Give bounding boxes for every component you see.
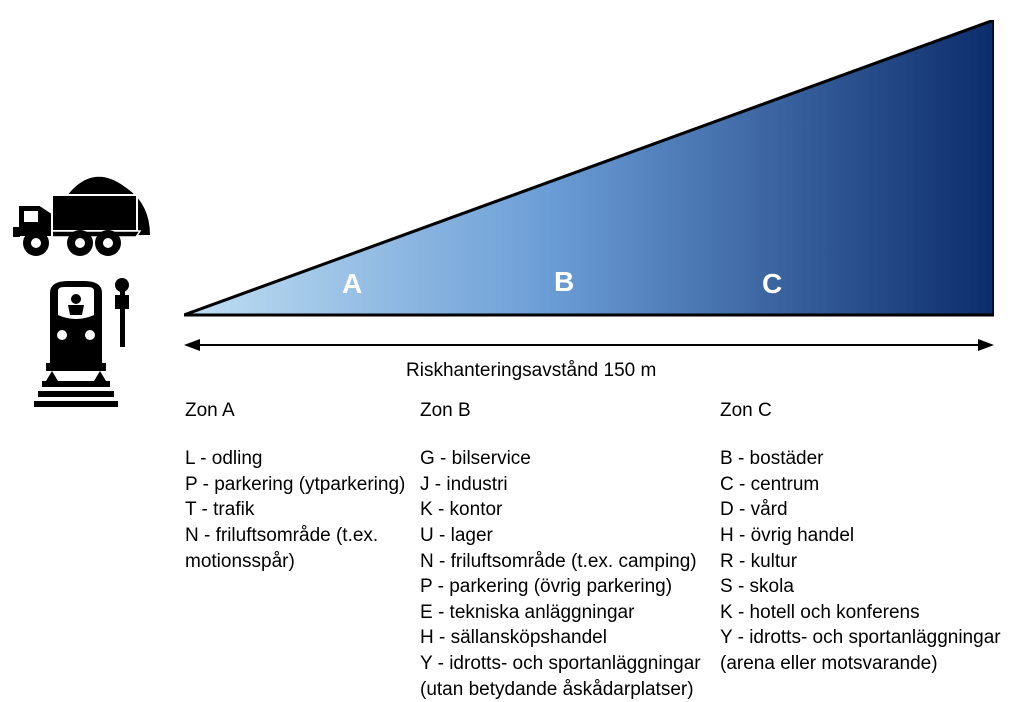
distance-arrow [184,335,994,355]
diagram-container: A B C Riskhanteringsavstånd 150 m Zon A … [0,0,1024,695]
zone-c-item: Y - idrotts- och sportanläggningar (aren… [720,625,1010,676]
zone-b-item: G - bilservice [420,446,720,472]
zone-b-column: Zon B G - bilservice J - industri K - ko… [420,400,720,702]
zone-c-item: C - centrum [720,472,1010,498]
zone-c-item: S - skola [720,574,1010,600]
zone-a-title: Zon A [185,400,420,422]
distance-label: Riskhanteringsavstånd 150 m [406,360,656,382]
risk-triangle: A B C [184,20,994,320]
zones-legend: Zon A L - odling P - parkering (ytparker… [185,400,1015,702]
zone-c-item: B - bostäder [720,446,1010,472]
zone-a-item: L - odling [185,446,420,472]
zone-a-item: T - trafik [185,497,420,523]
zone-b-item: P - parkering (övrig parkering) [420,574,720,600]
zone-b-item: J - industri [420,472,720,498]
zone-b-item: Y - idrotts- och sportanläggningar (utan… [420,651,720,702]
zone-a-item: N - friluftsområde (t.ex. motionsspår) [185,523,420,574]
zone-b-item: E - tekniska anläggningar [420,600,720,626]
zone-a-column: Zon A L - odling P - parkering (ytparker… [185,400,420,702]
zone-c-item: R - kultur [720,549,1010,575]
zone-a-item: P - parkering (ytparkering) [185,472,420,498]
train-icon [22,275,142,405]
zone-label-a: A [342,268,362,300]
zone-label-c: C [762,268,782,300]
zone-b-title: Zon B [420,400,720,422]
zone-c-item: H - övrig handel [720,523,1010,549]
truck-icon [10,165,155,265]
zone-c-item: D - vård [720,497,1010,523]
zone-c-item: K - hotell och konferens [720,600,1010,626]
zone-label-b: B [554,266,574,298]
zone-b-item: K - kontor [420,497,720,523]
zone-c-title: Zon C [720,400,1010,422]
zone-b-item: U - lager [420,523,720,549]
zone-c-column: Zon C B - bostäder C - centrum D - vård … [720,400,1010,702]
zone-b-item: N - friluftsområde (t.ex. camping) [420,549,720,575]
zone-b-item: H - sällansköpshandel [420,625,720,651]
transport-icons-area [10,165,170,405]
